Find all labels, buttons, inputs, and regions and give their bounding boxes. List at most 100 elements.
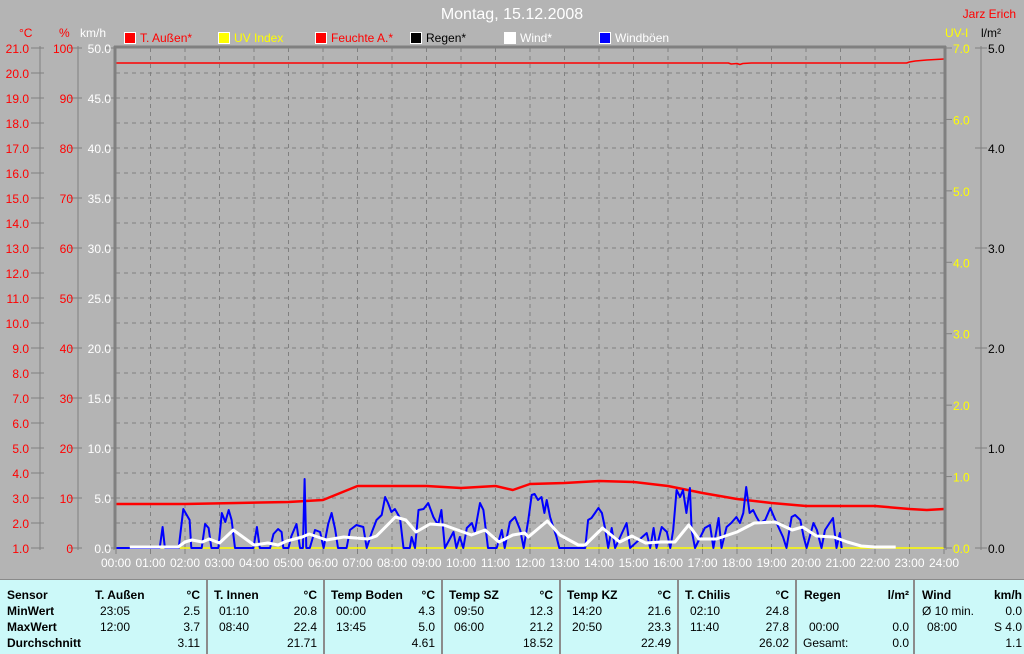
max-value: S 4.0: [993, 620, 1022, 634]
temp-tick-label: 3.0: [12, 492, 29, 506]
sensor-name: Temp KZ: [567, 588, 618, 602]
wind-tick-label: 15.0: [88, 392, 112, 406]
uv-tick-label: 6.0: [953, 113, 970, 127]
sensor-name: T. Außen: [95, 588, 145, 602]
wind-tick-label: 50.0: [88, 42, 112, 56]
temp-tick-label: 4.0: [12, 467, 29, 481]
min-time: 09:50: [454, 604, 485, 618]
sensor-unit: l/m²: [887, 588, 909, 602]
min-value: 12.3: [529, 604, 553, 618]
temp-tick-label: 5.0: [12, 442, 29, 456]
max-time: 11:40: [690, 620, 720, 634]
max-time: 20:50: [572, 620, 603, 634]
uv-tick-label: 7.0: [953, 42, 970, 56]
uv-unit-label: UV-I: [945, 26, 969, 40]
humidity-tick-label: 20: [60, 442, 74, 456]
total-value: 0.0: [892, 636, 909, 650]
sensor-column-wind: Wind km/h Ø 10 min. 0.0 08:00 S 4.0 1.1: [913, 580, 1024, 654]
max-value: 5.0: [418, 620, 435, 634]
legend-label: Feuchte A.*: [331, 31, 394, 45]
author-label: Jarz Erich: [962, 7, 1016, 21]
max-value: 22.4: [293, 620, 317, 634]
temp-tick-label: 18.0: [6, 117, 30, 131]
rain-tick-label: 0.0: [988, 542, 1005, 556]
wind-tick-label: 10.0: [88, 442, 112, 456]
sensor-column-regen: Regen l/m² 00:00 0.0 Gesamt: 0.0: [795, 580, 913, 654]
sensor-name: Temp Boden: [331, 588, 403, 602]
x-tick-label: 10:00: [446, 556, 476, 570]
series-line-t-au-en: [116, 479, 945, 512]
temp-tick-label: 9.0: [12, 342, 29, 356]
row-label-average: Durchschnitt: [7, 636, 82, 650]
min-time: 01:10: [219, 604, 250, 618]
max-value: 27.8: [765, 620, 789, 634]
max-value: 23.3: [647, 620, 671, 634]
rain-tick-label: 1.0: [988, 442, 1005, 456]
x-tick-label: 14:00: [584, 556, 614, 570]
x-tick-label: 13:00: [549, 556, 579, 570]
min-time: 14:20: [572, 604, 603, 618]
temp-tick-label: 16.0: [6, 167, 30, 181]
legend-swatch: [218, 32, 230, 44]
temp-tick-label: 11.0: [7, 292, 30, 306]
sensor-column: T. Außen °C 23:05 2.5 12:00 3.7 3.11: [89, 580, 206, 654]
uv-tick-label: 3.0: [953, 328, 970, 342]
temp-tick-label: 12.0: [6, 267, 30, 281]
max-time: 13:45: [336, 620, 367, 634]
temp-tick-label: 10.0: [6, 317, 30, 331]
legend-label: Wind*: [520, 31, 553, 45]
max-value: 3.7: [183, 620, 200, 634]
uv-tick-label: 0.0: [953, 542, 970, 556]
sensor-unit: °C: [303, 588, 317, 602]
x-tick-label: 06:00: [308, 556, 338, 570]
humidity-tick-label: 10: [60, 492, 74, 506]
sensor-name: T. Innen: [214, 588, 259, 602]
legend-label: T. Außen*: [140, 31, 193, 45]
temp-tick-label: 14.0: [6, 217, 30, 231]
sensor-name: T. Chilis: [685, 588, 731, 602]
min-time: 23:05: [100, 604, 131, 618]
sensor-column: Temp SZ °C 09:50 12.3 06:00 21.2 18.52: [441, 580, 559, 654]
max-time: 06:00: [454, 620, 485, 634]
x-tick-label: 02:00: [170, 556, 200, 570]
series-line-feuchte-a: [116, 58, 945, 66]
uv-tick-label: 1.0: [953, 471, 970, 485]
sensor-unit: °C: [186, 588, 200, 602]
sensor-name: Temp SZ: [449, 588, 499, 602]
max-time: 12:00: [100, 620, 131, 634]
min-value: 0.0: [1005, 604, 1022, 618]
temp-tick-label: 19.0: [6, 92, 30, 106]
humidity-tick-label: 60: [60, 242, 74, 256]
wind-tick-label: 0.0: [94, 542, 111, 556]
min-value: 21.6: [647, 604, 671, 618]
temp-tick-label: 21.0: [6, 42, 30, 56]
max-time: 08:40: [219, 620, 250, 634]
min-value: 20.8: [293, 604, 317, 618]
max-value: 0.0: [892, 620, 909, 634]
sensor-column: Temp Boden °C 00:00 4.3 13:45 5.0 4.61: [323, 580, 441, 654]
temp-tick-label: 2.0: [12, 517, 29, 531]
x-tick-label: 24:00: [929, 556, 959, 570]
humidity-tick-label: 0: [66, 542, 73, 556]
rain-tick-label: 5.0: [988, 42, 1005, 56]
legend-item: Windböen: [599, 31, 669, 45]
row-label-sensor: Sensor: [7, 588, 48, 602]
wind-tick-label: 30.0: [88, 242, 112, 256]
x-tick-label: 16:00: [653, 556, 683, 570]
min-label: Ø 10 min.: [922, 604, 975, 618]
x-tick-label: 01:00: [135, 556, 165, 570]
x-tick-label: 05:00: [273, 556, 303, 570]
min-value: 2.5: [183, 604, 200, 618]
legend-swatch: [124, 32, 136, 44]
row-label-min: MinWert: [7, 604, 55, 618]
x-tick-label: 18:00: [722, 556, 752, 570]
temp-tick-label: 8.0: [12, 367, 29, 381]
uv-tick-label: 5.0: [953, 185, 970, 199]
uv-tick-label: 2.0: [953, 399, 970, 413]
min-time: 02:10: [690, 604, 721, 618]
temp-tick-label: 15.0: [6, 192, 30, 206]
x-tick-label: 22:00: [860, 556, 890, 570]
temp-tick-label: 6.0: [12, 417, 29, 431]
legend-label: UV Index: [234, 31, 284, 45]
min-value: 4.3: [418, 604, 435, 618]
